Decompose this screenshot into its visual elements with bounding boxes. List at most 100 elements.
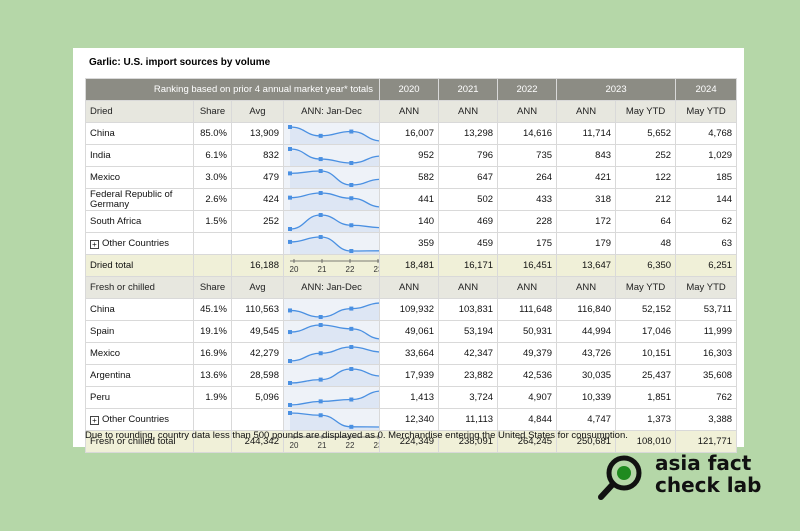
- year-2024: 2024: [675, 78, 738, 101]
- sparkline: [288, 212, 379, 232]
- sparkline-point-2: [349, 160, 354, 165]
- report-card: Garlic: U.S. import sources by volume Ra…: [73, 48, 744, 453]
- sparkline-point-2: [349, 248, 354, 253]
- axis-label: 21: [318, 265, 327, 274]
- value-cell: 23,882: [438, 364, 499, 387]
- axis-cell: 20 21 22 23: [282, 254, 381, 277]
- asia-fact-check-lab-logo: asia fact check lab: [597, 452, 767, 504]
- sparkline-point-0: [288, 195, 292, 200]
- value-cell: 441: [379, 188, 440, 211]
- column-header: May YTD: [615, 100, 677, 123]
- sparkline: [288, 366, 379, 386]
- share-cell: 3.0%: [193, 166, 232, 189]
- avg-cell: 479: [231, 166, 284, 189]
- sparkline-cell: [282, 166, 381, 189]
- country-label: Argentina: [90, 370, 131, 381]
- fresh-total-row: Fresh or chilled total 244,342 20 21 22 23224…: [85, 430, 738, 453]
- value-cell: 48: [615, 232, 677, 255]
- table-row: Federal Republic of Germany 2.6% 424 441 502…: [85, 188, 738, 211]
- avg-cell: 42,279: [231, 342, 284, 365]
- axis-label: 22: [346, 441, 355, 450]
- value-cell: 1,413: [379, 386, 440, 409]
- sparkline-line: [289, 367, 379, 384]
- table-row: + Other Countries 12,340 11,113 4,844 4,747 1,…: [85, 408, 738, 431]
- value-cell: 43,726: [556, 342, 617, 365]
- country-label: Other Countries: [102, 238, 170, 249]
- column-header: May YTD: [675, 100, 738, 123]
- total-value: 13,647: [556, 254, 617, 277]
- sparkline-point-1: [318, 377, 323, 382]
- value-cell: 459: [438, 232, 499, 255]
- country-name: Mexico: [85, 342, 194, 365]
- axis-label: 20: [290, 441, 299, 450]
- value-cell: 185: [675, 166, 738, 189]
- sparkline-point-0: [288, 358, 292, 363]
- share-cell: 85.0%: [193, 122, 232, 145]
- column-header: ANN: [379, 100, 440, 123]
- share-cell: 6.1%: [193, 144, 232, 167]
- column-header: May YTD: [675, 276, 738, 299]
- sparkline: [288, 302, 379, 320]
- table-row: Spain 19.1% 49,545 49,061 53,194 50,931 44,994…: [85, 320, 738, 343]
- country-name: Argentina: [85, 364, 194, 387]
- country-label: Mexico: [90, 172, 121, 183]
- share-cell: [193, 254, 232, 277]
- share-cell: [193, 232, 232, 255]
- table-row: China 45.1% 110,563 109,932 103,831 111,648 11…: [85, 298, 738, 321]
- sparkline-line: [289, 411, 379, 428]
- sparkline-point-1: [318, 190, 323, 195]
- country-name: South Africa: [85, 210, 194, 233]
- total-value: 6,350: [615, 254, 677, 277]
- sparkline-point-1: [318, 350, 323, 355]
- sparkline-area: [290, 324, 379, 342]
- column-header: ANN: [438, 100, 499, 123]
- country-name: Peru: [85, 386, 194, 409]
- total-value: 16,451: [497, 254, 558, 277]
- year-2023: 2023: [556, 78, 677, 101]
- sparkline-point-0: [288, 226, 292, 231]
- country-label: China: [90, 128, 115, 139]
- table-row: Argentina 13.6% 28,598 17,939 23,882 42,536 30…: [85, 364, 738, 387]
- total-value: 238,091: [438, 430, 499, 453]
- sparkline-line: [289, 125, 379, 141]
- country-name[interactable]: + Other Countries: [85, 408, 194, 431]
- sparkline: [288, 124, 379, 144]
- avg-cell: 424: [231, 188, 284, 211]
- sparkline-cell: [282, 122, 381, 145]
- total-value: 224,349: [379, 430, 440, 453]
- axis-label: 23: [374, 441, 380, 450]
- sparkline-cell: [282, 144, 381, 167]
- sparkline-cell: [282, 210, 381, 233]
- sparkline-cell: [282, 188, 381, 211]
- value-cell: 109,932: [379, 298, 440, 321]
- avg-cell: 49,545: [231, 320, 284, 343]
- sparkline: [288, 322, 379, 342]
- avg-cell: 110,563: [231, 298, 284, 321]
- share-cell: 1.9%: [193, 386, 232, 409]
- value-cell: 179: [556, 232, 617, 255]
- sparkline-axis: 20 21 22 23: [290, 434, 380, 450]
- value-cell: 1,029: [675, 144, 738, 167]
- country-name: India: [85, 144, 194, 167]
- value-cell: 3,388: [675, 408, 738, 431]
- ranking-note: Ranking based on prior 4 annual market y…: [84, 78, 381, 101]
- value-cell: 5,652: [615, 122, 677, 145]
- sparkline-point-2: [349, 222, 354, 227]
- table-row: Peru 1.9% 5,096 1,413 3,724 4,907 10,339 1,851 7…: [85, 386, 738, 409]
- column-header: ANN: Jan-Dec: [282, 276, 381, 299]
- sparkline-point-1: [318, 314, 323, 319]
- column-header: ANN: [497, 100, 558, 123]
- value-cell: 11,714: [556, 122, 617, 145]
- axis-cell: 20 21 22 23: [282, 430, 381, 453]
- expand-icon[interactable]: +: [90, 240, 99, 249]
- value-cell: 228: [497, 210, 558, 233]
- column-header: ANN: [379, 276, 440, 299]
- country-name: Spain: [85, 320, 194, 343]
- sparkline-point-1: [318, 398, 323, 403]
- value-cell: 44,994: [556, 320, 617, 343]
- value-cell: 50,931: [497, 320, 558, 343]
- value-cell: 796: [438, 144, 499, 167]
- share-cell: 1.5%: [193, 210, 232, 233]
- country-name[interactable]: + Other Countries: [85, 232, 194, 255]
- expand-icon[interactable]: +: [90, 416, 99, 425]
